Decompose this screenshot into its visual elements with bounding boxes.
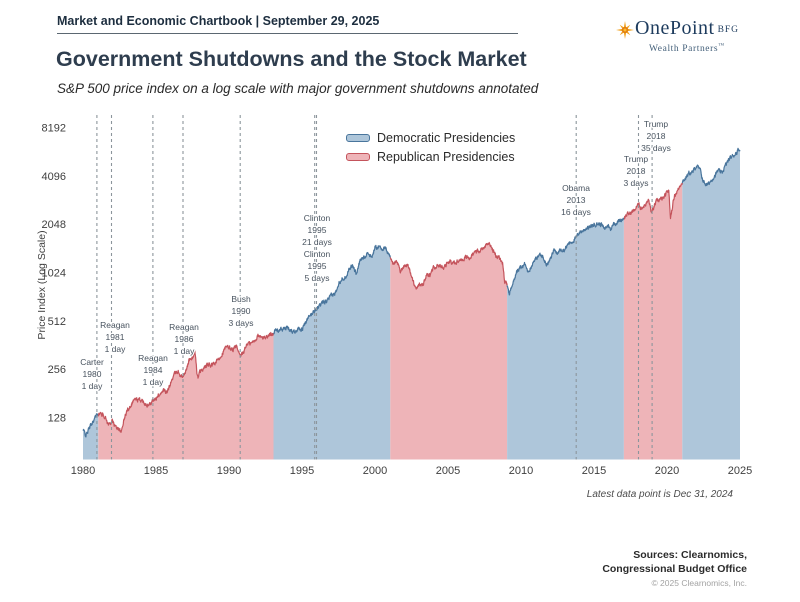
shutdown-label-line: Trump: [644, 119, 669, 129]
page-subtitle: S&P 500 price index on a log scale with …: [57, 81, 539, 96]
y-tick-2048: 2048: [42, 219, 66, 231]
shutdown-label-line: 1990: [232, 306, 251, 316]
republican-swatch: [346, 153, 370, 161]
area-democratic-2009.05: [507, 218, 624, 460]
legend-item-republican: Republican Presidencies: [346, 150, 515, 164]
shutdown-label-line: 1980: [83, 369, 102, 379]
shutdown-label-line: Obama: [562, 183, 590, 193]
shutdown-label-line: 1986: [175, 334, 194, 344]
latest-data-footnote: Latest data point is Dec 31, 2024: [586, 489, 733, 500]
legend-item-democratic: Democratic Presidencies: [346, 131, 515, 145]
shutdown-label-line: 35 days: [641, 143, 671, 153]
brand-suffix: BFG: [717, 25, 740, 35]
y-axis-title: Price Index (Log Scale): [36, 230, 48, 339]
line-democratic-2021.05: [681, 147, 741, 187]
legend-label-republican: Republican Presidencies: [377, 150, 515, 164]
brand-tagline: Wealth Partners™: [649, 43, 725, 55]
brand-logo: OnePoint BFG Wealth Partners™: [615, 17, 765, 54]
shutdown-label-line: Reagan: [100, 320, 130, 330]
shutdown-label-line: 1 day: [174, 346, 196, 356]
brand-name: OnePoint: [635, 17, 715, 39]
line-democratic-2009.05: [506, 217, 625, 296]
x-tick-1985: 1985: [144, 465, 168, 477]
y-tick-512: 512: [48, 316, 66, 328]
shutdown-label-line: 21 days: [302, 237, 332, 247]
shutdown-label-line: 16 days: [561, 207, 591, 217]
copyright-note: © 2025 Clearnomics, Inc.: [651, 578, 747, 588]
chartbook-header: Market and Economic Chartbook | Septembe…: [57, 14, 380, 28]
shutdown-label-line: 1 day: [82, 381, 104, 391]
shutdown-label-line: 2018: [647, 131, 666, 141]
area-republican-2001.05: [390, 242, 508, 460]
x-tick-1995: 1995: [290, 465, 314, 477]
sources-line-1: Sources: Clearnomics,: [633, 549, 747, 561]
shutdown-label-line: Reagan: [169, 322, 199, 332]
area-democratic-1980: [83, 413, 99, 460]
y-tick-labels: 8192 4096 2048 1024 512 256 128: [42, 123, 66, 425]
shutdown-label-line: 3 days: [623, 178, 648, 188]
shutdown-label-line: Trump: [624, 154, 649, 164]
line-republican-2001.05: [389, 241, 508, 290]
area-democratic-2021.05: [682, 148, 740, 460]
area-republican-2017.05: [623, 183, 683, 460]
democratic-swatch: [346, 134, 370, 142]
x-tick-2010: 2010: [509, 465, 533, 477]
area-republican-1981.05: [98, 332, 274, 460]
y-tick-4096: 4096: [42, 171, 66, 183]
shutdown-label-line: Carter: [80, 357, 104, 367]
x-tick-labels: 1980 1985 1990 1995 2000 2005 2010 2015 2020 2025: [71, 465, 752, 477]
x-tick-2015: 2015: [582, 465, 606, 477]
shutdown-label-line: 1984: [144, 365, 163, 375]
sources-block: Sources: Clearnomics, Congressional Budg…: [602, 548, 747, 588]
y-tick-8192: 8192: [42, 123, 66, 135]
x-tick-2000: 2000: [363, 465, 387, 477]
legend-label-democratic: Democratic Presidencies: [377, 131, 516, 145]
shutdown-label-line: 2013: [567, 195, 586, 205]
header-divider: [57, 33, 518, 34]
x-tick-1990: 1990: [217, 465, 241, 477]
y-tick-128: 128: [48, 413, 66, 425]
shutdown-label-line: Reagan: [138, 353, 168, 363]
y-tick-256: 256: [48, 364, 66, 376]
shutdown-label-line: 5 days: [304, 273, 329, 283]
line-democratic-1980: [82, 413, 99, 438]
x-tick-2020: 2020: [655, 465, 679, 477]
shutdown-label-line: 2018: [627, 166, 646, 176]
x-tick-2005: 2005: [436, 465, 460, 477]
shutdown-label-line: 1981: [106, 332, 125, 342]
shutdown-label-line: Clinton: [304, 249, 331, 259]
presidency-area-fills: [83, 148, 740, 460]
line-republican-2017.05: [623, 183, 683, 220]
line-democratic-1993.05: [273, 244, 391, 335]
y-tick-1024: 1024: [42, 268, 66, 280]
shutdown-label-line: 1 day: [143, 377, 165, 387]
shutdown-label-line: 1995: [308, 261, 327, 271]
x-tick-1980: 1980: [71, 465, 95, 477]
chart-legend: Democratic Presidencies Republican Presi…: [346, 131, 515, 169]
line-republican-1981.05: [97, 331, 274, 433]
page-title: Government Shutdowns and the Stock Marke…: [56, 47, 527, 71]
sunburst-icon: [615, 20, 635, 45]
shutdown-label-line: 3 days: [228, 318, 253, 328]
shutdown-label-line: 1995: [308, 225, 327, 235]
x-tick-2025: 2025: [728, 465, 752, 477]
shutdown-label-line: Bush: [231, 294, 251, 304]
area-democratic-1993.05: [273, 245, 391, 460]
price-line-segments: [82, 147, 741, 438]
shutdown-label-line: 1 day: [105, 344, 127, 354]
shutdown-label-line: Clinton: [304, 213, 331, 223]
shutdown-labels: Carter 1980 1 day Reagan 1981 1 day Reagan 1984…: [79, 118, 672, 393]
trademark-symbol: ™: [718, 43, 725, 49]
sources-line-2: Congressional Budget Office: [602, 563, 747, 575]
